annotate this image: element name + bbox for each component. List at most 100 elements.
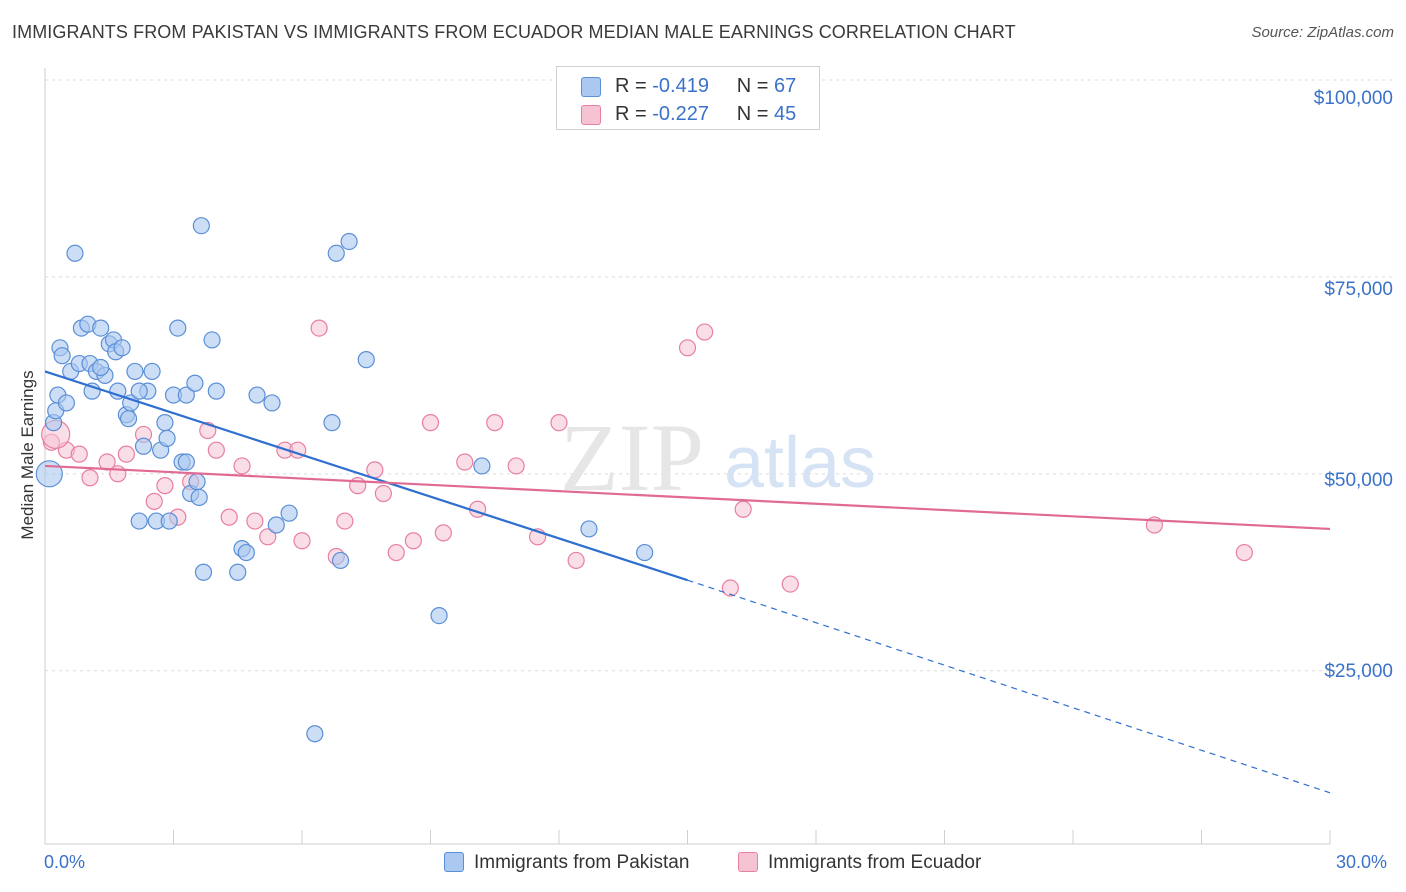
- pakistan-point: [177, 386, 195, 404]
- y-axis-label: Median Male Earnings: [18, 370, 37, 540]
- chart-title: IMMIGRANTS FROM PAKISTAN VS IMMIGRANTS F…: [12, 22, 1016, 42]
- y-tick-label: $100,000: [1314, 88, 1393, 109]
- ecuador-point: [781, 575, 799, 593]
- ecuador-point: [70, 445, 88, 463]
- pakistan-point: [580, 520, 598, 538]
- pakistan-point: [357, 351, 375, 369]
- source-label: Source: ZipAtlas.com: [1251, 24, 1394, 41]
- ecuador-point: [374, 484, 392, 503]
- ecuador-n-value: 45: [774, 103, 797, 125]
- pakistan-point: [430, 606, 448, 625]
- pakistan-point: [340, 232, 358, 251]
- pakistan-point: [194, 563, 213, 581]
- pakistan-point: [331, 551, 350, 570]
- pakistan-point: [323, 414, 341, 432]
- ecuador-point: [220, 508, 238, 526]
- ecuador-point: [336, 512, 354, 530]
- pakistan-n-value: 67: [774, 75, 797, 97]
- pakistan-point: [126, 362, 144, 381]
- ecuador-point: [696, 323, 714, 341]
- pakistan-point: [237, 543, 255, 562]
- pakistan-r-value: -0.419: [652, 75, 709, 97]
- pakistan-r-label: R =: [615, 75, 653, 97]
- ecuador-point: [310, 319, 328, 337]
- ecuador-point: [456, 453, 474, 471]
- ecuador-point: [404, 532, 422, 550]
- ecuador-legend-label: Immigrants from Ecuador: [768, 852, 982, 873]
- bottom-legend-pakistan: Immigrants from Pakistan: [444, 852, 689, 874]
- ecuador-legend-swatch-icon: [738, 852, 758, 872]
- pakistan-legend-label: Immigrants from Pakistan: [474, 852, 690, 873]
- ecuador-r-label: R =: [615, 103, 653, 125]
- pakistan-point: [263, 394, 281, 412]
- pakistan-point: [248, 386, 266, 404]
- ecuador-point: [1235, 543, 1253, 562]
- ecuador-trend-line: [44, 464, 1331, 531]
- ecuador-point: [117, 445, 135, 463]
- ecuador-point: [259, 528, 277, 546]
- ecuador-point: [145, 492, 163, 510]
- ecuador-r-value: -0.227: [652, 103, 709, 125]
- y-tick-label: $25,000: [1324, 661, 1393, 682]
- pakistan-trend-line: [44, 370, 688, 582]
- pakistan-point: [92, 358, 110, 377]
- pakistan-point: [207, 382, 225, 400]
- ecuador-point: [507, 457, 525, 475]
- pakistan-point: [156, 414, 174, 432]
- ecuador-point: [366, 461, 384, 479]
- pakistan-swatch-icon: [581, 77, 601, 97]
- pakistan-point: [473, 457, 491, 475]
- pakistan-trend-extension: [687, 579, 1331, 794]
- ecuador-point: [156, 477, 174, 495]
- correlation-legend: R = -0.419 N = 67 R = -0.227 N = 45: [556, 66, 820, 130]
- pakistan-point: [158, 429, 176, 447]
- ecuador-point: [721, 579, 739, 597]
- ecuador-swatch-icon: [581, 105, 601, 125]
- ecuador-point: [678, 339, 697, 357]
- pakistan-point: [190, 488, 208, 507]
- pakistan-point: [109, 382, 127, 400]
- pakistan-legend-swatch-icon: [444, 852, 464, 872]
- bottom-legend-ecuador: Immigrants from Ecuador: [738, 852, 981, 874]
- ecuador-point: [387, 543, 405, 562]
- pakistan-point: [188, 473, 206, 491]
- pakistan-point: [229, 563, 247, 581]
- pakistan-point: [143, 362, 161, 381]
- ecuador-point: [434, 524, 452, 542]
- pakistan-point: [177, 453, 195, 471]
- ecuador-point: [293, 532, 311, 550]
- ecuador-point: [81, 469, 99, 487]
- pakistan-point: [186, 374, 204, 392]
- pakistan-point: [134, 437, 153, 455]
- ecuador-point: [550, 414, 568, 432]
- pakistan-point: [192, 217, 210, 235]
- pakistan-point: [160, 512, 178, 530]
- pakistan-point: [203, 331, 221, 349]
- pakistan-point: [35, 460, 63, 488]
- ecuador-n-label: N =: [736, 103, 775, 125]
- pakistan-point: [92, 319, 110, 337]
- x-tick-min: 0.0%: [44, 852, 86, 872]
- y-tick-label: $50,000: [1324, 470, 1393, 491]
- ecuador-point: [486, 414, 504, 432]
- x-tick-max: 30.0%: [1336, 852, 1388, 872]
- ecuador-point: [567, 551, 585, 570]
- pakistan-point: [57, 394, 76, 412]
- pakistan-n-label: N =: [736, 75, 775, 97]
- pakistan-point: [113, 339, 131, 357]
- pakistan-point: [169, 319, 187, 337]
- pakistan-point: [327, 244, 345, 262]
- pakistan-point: [53, 347, 71, 365]
- ecuador-point: [734, 500, 752, 518]
- watermark-atlas: atlas: [724, 423, 876, 503]
- ecuador-point: [233, 457, 251, 475]
- ecuador-point: [207, 441, 225, 459]
- pakistan-point: [636, 543, 654, 562]
- ecuador-point: [421, 414, 440, 432]
- pakistan-point: [267, 516, 285, 534]
- pakistan-point: [306, 725, 324, 743]
- y-tick-label: $75,000: [1324, 279, 1393, 300]
- pakistan-point: [280, 504, 298, 522]
- pakistan-point: [119, 410, 138, 428]
